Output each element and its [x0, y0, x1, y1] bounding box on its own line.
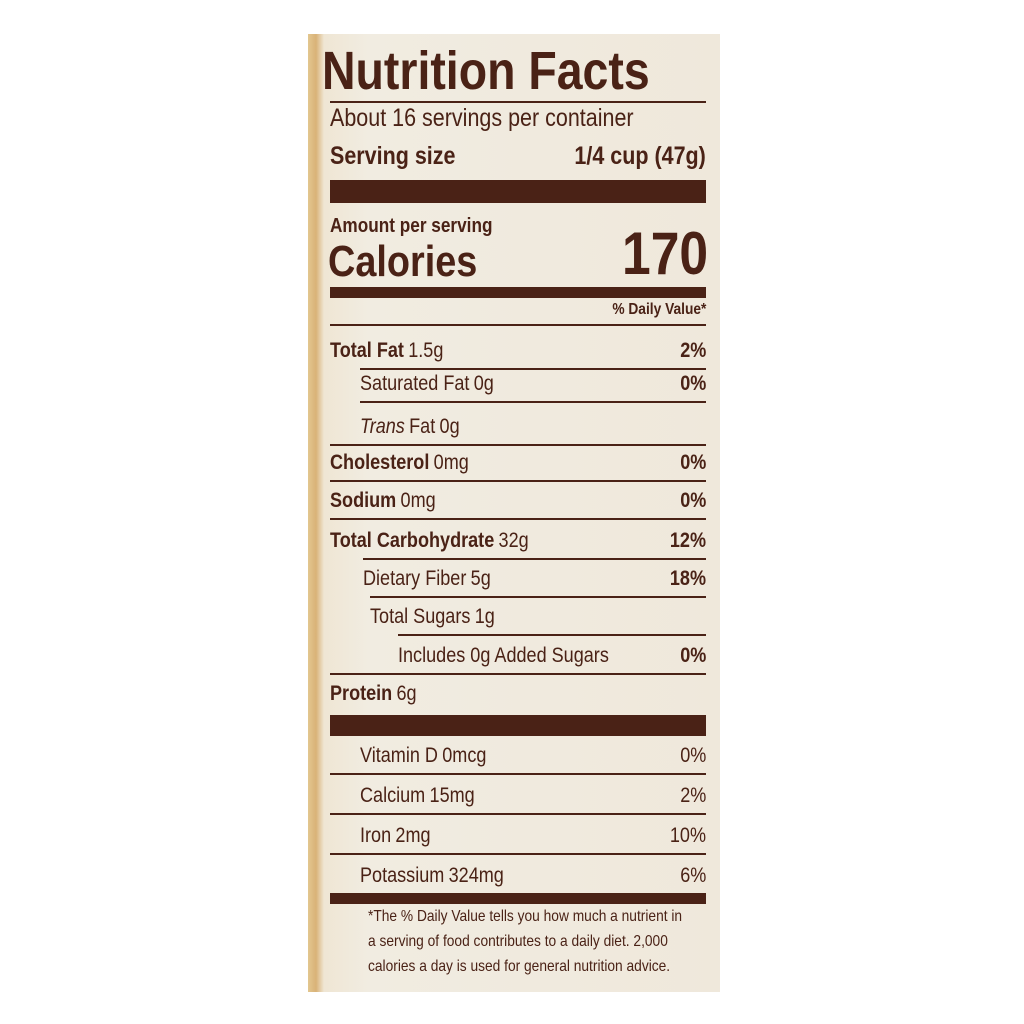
- daily-value: 18%: [669, 567, 706, 590]
- calories-label: Calories: [328, 237, 478, 286]
- rule: [398, 634, 706, 636]
- nutrient-name: Total Fat: [330, 339, 404, 362]
- daily-value: 12%: [669, 529, 706, 552]
- nutrient-row: Saturated Fat 0g: [360, 373, 494, 394]
- rule: [330, 773, 706, 775]
- rule: [330, 101, 706, 103]
- nutrient-row: Vitamin D 0mcg: [360, 745, 486, 766]
- nutrient-row: Dietary Fiber 5g: [363, 568, 491, 589]
- daily-value: 10%: [669, 824, 706, 847]
- nutrient-row: Sodium 0mg: [330, 490, 436, 511]
- nutrient-amount: 1.5g: [408, 339, 444, 362]
- nutrient-name: Cholesterol: [330, 451, 430, 474]
- nutrient-name: Dietary Fiber: [363, 567, 467, 590]
- thick-bar: [330, 715, 706, 736]
- nutrient-name: Vitamin D: [360, 744, 438, 767]
- nutrient-row: Cholesterol 0mg: [330, 452, 469, 473]
- nutrient-amount: 32g: [498, 529, 529, 552]
- nutrient-amount: 2mg: [395, 824, 431, 847]
- daily-value: 2%: [679, 339, 706, 362]
- rule: [330, 444, 706, 446]
- nutrient-row: Includes 0g Added Sugars: [398, 645, 609, 666]
- rule: [363, 558, 706, 560]
- footnote-line: a serving of food contributes to a daily…: [368, 933, 668, 950]
- nutrient-row: Iron 2mg: [360, 825, 431, 846]
- nutrient-row: Protein 6g: [330, 683, 417, 704]
- nutrient-amount: 15mg: [429, 784, 475, 807]
- title: Nutrition Facts: [322, 41, 650, 101]
- thick-bar: [330, 180, 706, 203]
- nutrient-name: Total Sugars: [370, 605, 471, 628]
- nutrient-row: Total Fat 1.5g: [330, 340, 443, 361]
- daily-value: 6%: [679, 864, 706, 887]
- nutrition-label: [308, 34, 720, 992]
- nutrient-name: Total Carbohydrate: [330, 529, 495, 552]
- nutrient-name: Potassium: [360, 864, 445, 887]
- rule: [360, 401, 706, 403]
- nutrient-row: Trans Fat 0g: [360, 416, 460, 437]
- rule: [330, 813, 706, 815]
- nutrient-name: Trans: [360, 415, 405, 438]
- nutrient-row: Total Sugars 1g: [370, 606, 495, 627]
- nutrient-amount: 324mg: [448, 864, 504, 887]
- nutrient-amount: 5g: [470, 567, 491, 590]
- nutrient-name: Protein: [330, 682, 393, 705]
- nutrient-amount: 6g: [396, 682, 417, 705]
- daily-value: 0%: [679, 372, 706, 395]
- rule: [330, 673, 706, 675]
- rule: [330, 518, 706, 520]
- nutrient-amount: 0mg: [400, 489, 436, 512]
- nutrient-amount: 0mcg: [442, 744, 487, 767]
- nutrient-amount: 0g: [473, 372, 494, 395]
- daily-value: 0%: [679, 451, 706, 474]
- rule: [330, 324, 706, 326]
- calories-value: 170: [621, 220, 708, 287]
- footnote-line: *The % Daily Value tells you how much a …: [368, 908, 683, 925]
- rule: [360, 368, 706, 370]
- nutrient-row: Total Carbohydrate 32g: [330, 530, 529, 551]
- daily-value: 0%: [679, 744, 706, 767]
- rule: [330, 480, 706, 482]
- nutrient-name: Fat: [409, 415, 436, 438]
- nutrient-amount: 0mg: [433, 451, 469, 474]
- nutrient-name: Includes 0g Added Sugars: [398, 644, 609, 667]
- footnote-line: calories a day is used for general nutri…: [368, 958, 671, 975]
- rule: [330, 853, 706, 855]
- daily-value: 2%: [679, 784, 706, 807]
- nutrient-name: Iron: [360, 824, 392, 847]
- daily-value: 0%: [679, 644, 706, 667]
- nutrient-name: Sodium: [330, 489, 397, 512]
- rule: [370, 596, 706, 598]
- daily-value-header: % Daily Value*: [611, 301, 706, 318]
- nutrient-row: Potassium 324mg: [360, 865, 504, 886]
- serving-size-value: 1/4 cup (47g): [574, 142, 706, 170]
- nutrient-row: Calcium 15mg: [360, 785, 475, 806]
- daily-value: 0%: [679, 489, 706, 512]
- medium-bar: [330, 287, 706, 298]
- nutrient-name: Saturated Fat: [360, 372, 470, 395]
- nutrient-amount: 1g: [474, 605, 495, 628]
- serving-size-label: Serving size: [330, 142, 456, 170]
- servings: About 16 servings per container: [330, 104, 634, 132]
- medium-bar: [330, 893, 706, 904]
- amount-per-serving: Amount per serving: [330, 215, 493, 237]
- nutrient-name: Calcium: [360, 784, 426, 807]
- nutrient-amount: 0g: [439, 415, 460, 438]
